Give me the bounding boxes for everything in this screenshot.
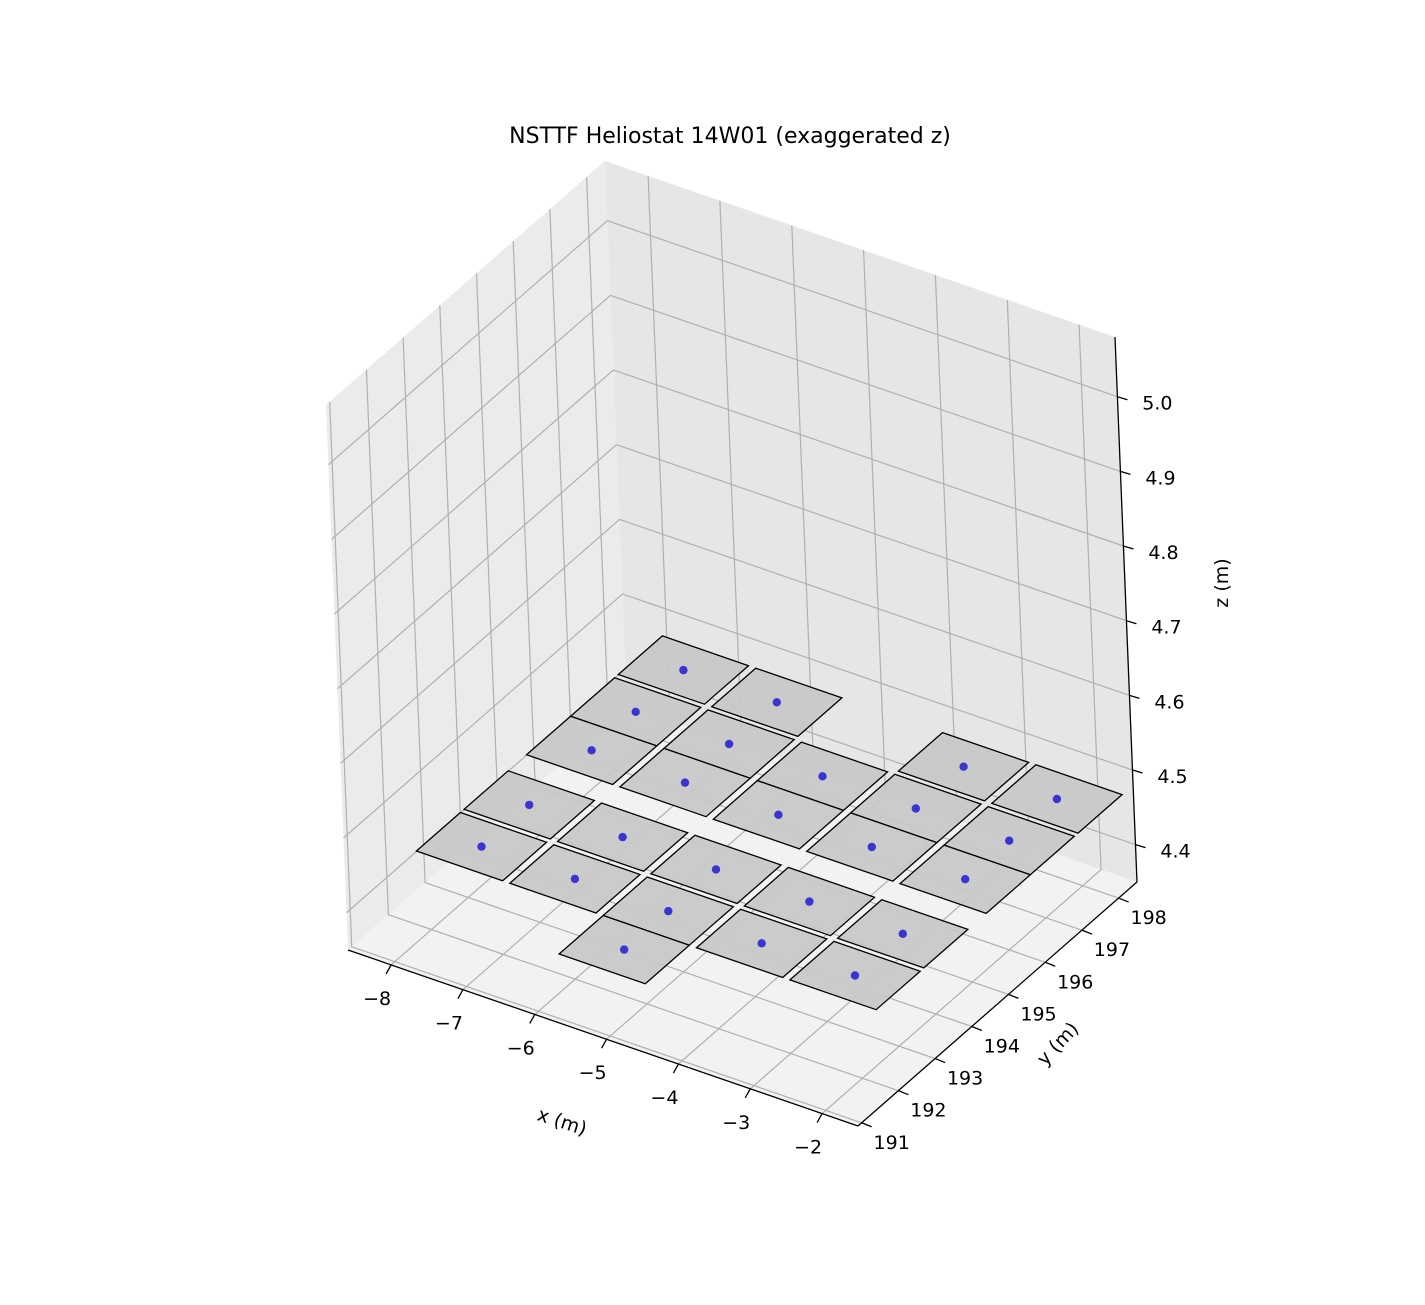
x-tick-label: −3 [722, 1112, 750, 1134]
x-tick-mark [744, 1088, 751, 1099]
x-tick-mark [672, 1063, 679, 1074]
facet-center-point [1052, 794, 1062, 804]
y-axis-label: y (m) [1033, 1018, 1084, 1070]
y-tick-mark [934, 1057, 946, 1064]
x-axis-label: x (m) [535, 1104, 590, 1141]
x-tick-label: −8 [363, 988, 391, 1010]
x-axis-line [347, 949, 859, 1127]
facet-center-point [724, 739, 734, 749]
z-tick-mark [1126, 620, 1137, 625]
y-tick-mark [971, 1025, 983, 1032]
facet-center-point [898, 929, 907, 938]
y-tick-label: 192 [910, 1100, 946, 1122]
facet-center-point [772, 698, 781, 707]
y-tick-mark [898, 1090, 909, 1096]
facet-center-point [620, 945, 629, 954]
x-tick-mark [385, 964, 392, 975]
z-tick-mark [1117, 396, 1128, 401]
facet-center-point [757, 939, 766, 948]
facets-layer [415, 635, 1124, 1011]
y-tick-mark [861, 1122, 872, 1128]
gridline-z [343, 593, 1133, 839]
facet-center-point [774, 810, 783, 819]
y-tick-label: 198 [1131, 907, 1167, 929]
facet-center-point [618, 832, 627, 842]
z-tick-label: 4.8 [1148, 542, 1178, 564]
gridline-y [402, 337, 936, 1060]
facet-center-point [818, 772, 827, 781]
z-axis-line [1114, 336, 1138, 883]
facet-center-point [961, 875, 970, 884]
gridline-z [334, 369, 1124, 615]
y-tick-mark [1081, 929, 1093, 935]
chart-title: NSTTF Heliostat 14W01 (exaggerated z) [509, 124, 951, 149]
facet-center-point [805, 897, 814, 906]
facet-center-point [867, 842, 876, 852]
gridline-z [340, 518, 1130, 764]
x-tick-mark [601, 1038, 608, 1049]
y-tick-label: 191 [874, 1132, 910, 1154]
gridline-y [365, 369, 899, 1092]
x-tick-mark [529, 1014, 536, 1024]
facet-center-point [1005, 836, 1014, 845]
x-tick-mark [457, 989, 464, 999]
x-tick-label: −2 [794, 1137, 822, 1159]
facet-center-point [711, 865, 721, 874]
z-tick-mark [1132, 769, 1143, 774]
facet-center-point [679, 665, 688, 675]
x-tick-label: −4 [650, 1087, 678, 1109]
x-tick-label: −6 [507, 1037, 535, 1059]
x-tick-mark [816, 1113, 823, 1123]
y-tick-label: 193 [947, 1068, 983, 1090]
gridline-z [337, 444, 1127, 690]
z-tick-label: 4.7 [1151, 617, 1181, 639]
z-tick-label: 4.4 [1160, 841, 1190, 863]
y-tick-label: 194 [984, 1035, 1020, 1057]
gridline-z [331, 294, 1121, 540]
y-axis-line [857, 881, 1138, 1127]
z-axis-label: z (m) [1211, 558, 1233, 607]
facet-center-point [664, 906, 673, 916]
z-tick-mark [1120, 470, 1131, 476]
z-tick-label: 4.6 [1154, 691, 1184, 713]
facet-center-point [570, 874, 580, 884]
facet-center-point [631, 707, 640, 716]
y-tick-mark [1044, 961, 1056, 967]
y-tick-mark [1008, 993, 1019, 999]
gridline-z [328, 220, 1118, 466]
gridline-x [821, 324, 1102, 1115]
facet-center-point [850, 971, 860, 980]
facet-center-point [911, 804, 920, 813]
facet-center-point [680, 778, 690, 787]
z-tick-label: 4.5 [1157, 766, 1187, 788]
x-tick-label: −5 [579, 1062, 607, 1084]
gridline-y [329, 401, 862, 1124]
grid-lines [328, 175, 1136, 1124]
z-tick-mark [1123, 545, 1134, 550]
facet-center-point [525, 800, 534, 810]
z-tick-label: 5.0 [1142, 393, 1172, 415]
facet-center-point [959, 762, 968, 771]
y-tick-label: 195 [1020, 1003, 1056, 1025]
z-tick-label: 4.9 [1145, 467, 1175, 489]
facet-center-point [477, 842, 486, 851]
axis-lines [347, 336, 1138, 1127]
x-tick-label: −7 [435, 1013, 463, 1035]
y-tick-label: 196 [1057, 971, 1093, 993]
y-tick-mark [1118, 897, 1129, 903]
z-tick-mark [1129, 694, 1140, 699]
facet-center-point [587, 746, 596, 755]
axis-panes [326, 161, 1137, 1126]
z-tick-mark [1135, 844, 1146, 849]
y-tick-label: 197 [1094, 939, 1130, 961]
